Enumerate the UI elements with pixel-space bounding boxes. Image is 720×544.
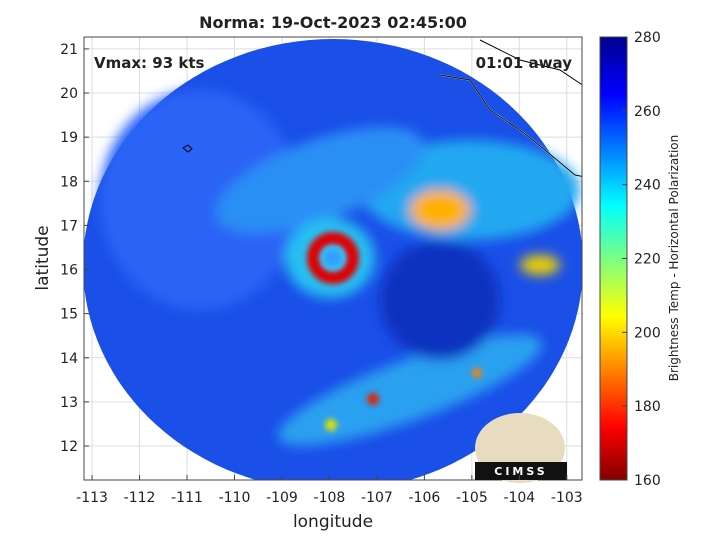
x-axis-label: longitude	[293, 512, 373, 532]
y-tick-label: 18	[60, 174, 78, 190]
y-tick-label: 12	[60, 439, 78, 455]
y-tick-label: 20	[60, 86, 78, 102]
x-tick-label: -103	[551, 490, 583, 506]
coastline	[439, 39, 582, 177]
x-tick-label: -106	[408, 490, 440, 506]
y-tick-label: 17	[60, 218, 78, 234]
colorbar-tick-label: 200	[634, 325, 661, 341]
colorbar-tick-label: 220	[634, 252, 661, 268]
logo: CIMSS	[475, 413, 567, 483]
x-tick-label: -113	[76, 490, 108, 506]
x-tick-label: -108	[314, 490, 346, 506]
x-tick-label: -112	[124, 490, 156, 506]
y-tick-label: 16	[60, 263, 78, 279]
x-tick-label: -104	[503, 490, 535, 506]
y-axis-label: latitude	[33, 225, 53, 290]
x-tick-label: -107	[361, 490, 393, 506]
colorbar-tick-label: 160	[634, 473, 661, 489]
logo-text: CIMSS	[494, 465, 547, 478]
colorbar-label: Brightness Temp - Horizontal Polarizatio…	[667, 135, 681, 382]
x-tick-label: -110	[219, 490, 251, 506]
annotation: 01:01 away	[476, 54, 573, 72]
x-tick-label: -111	[171, 490, 203, 506]
colorbar-tick-label: 280	[634, 30, 661, 46]
colorbar-tick-label: 180	[634, 399, 661, 415]
x-tick-label: -105	[456, 490, 488, 506]
eyewall	[307, 232, 482, 431]
colorbar-tick-label: 240	[634, 178, 661, 194]
colorbar-tick-label: 260	[634, 104, 661, 120]
chart-title: Norma: 19-Oct-2023 02:45:00	[199, 13, 467, 32]
y-tick-label: 21	[60, 42, 78, 58]
y-tick-label: 19	[60, 130, 78, 146]
y-tick-label: 13	[60, 395, 78, 411]
plot-frame	[83, 36, 583, 481]
y-tick-label: 14	[60, 351, 78, 367]
brightness-field	[84, 39, 582, 480]
annotation: Vmax: 93 kts	[94, 54, 204, 72]
x-tick-label: -109	[266, 490, 298, 506]
y-tick-label: 15	[60, 307, 78, 323]
island	[182, 144, 193, 153]
field-features	[100, 90, 580, 446]
